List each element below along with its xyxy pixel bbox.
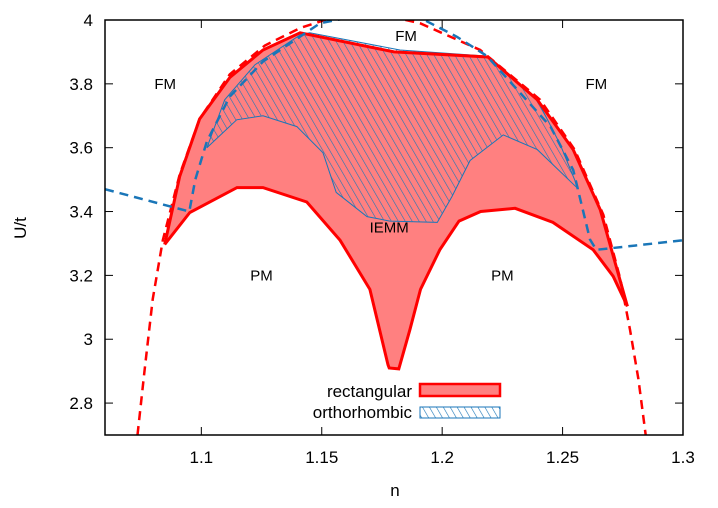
x-axis-label: n <box>390 481 399 500</box>
x-tick-label: 1.2 <box>430 448 454 467</box>
y-tick-label: 3.6 <box>69 139 93 158</box>
region-label-pm: PM <box>491 267 514 284</box>
region-label-fm: FM <box>395 28 417 45</box>
y-tick-label: 2.8 <box>69 394 93 413</box>
legend-label-orthorhombic: orthorhombic <box>313 403 413 422</box>
region-label-pm: PM <box>250 267 273 284</box>
legend: rectangular orthorhombic <box>313 382 502 422</box>
y-tick-label: 4 <box>84 11 93 30</box>
y-tick-label: 3.8 <box>69 75 93 94</box>
x-tick-label: 1.3 <box>671 448 695 467</box>
blue-dashed-line <box>105 20 683 252</box>
region-label-fm: FM <box>154 76 176 93</box>
annotations: FM FM FM PM PM IEMM <box>154 28 607 284</box>
y-tick-label: 3.4 <box>69 203 93 222</box>
x-tick-label: 1.1 <box>190 448 214 467</box>
axes: 1.1 1.15 1.2 1.25 1.3 2.8 3 3.2 3.4 3.6 3.8 4 <box>69 11 694 467</box>
y-tick-label: 3.2 <box>69 266 93 285</box>
region-label-fm: FM <box>585 76 607 93</box>
region-label-iemm: IEMM <box>370 220 409 237</box>
plot-frame <box>104 19 684 436</box>
y-tick-label: 3 <box>84 330 93 349</box>
legend-label-rectangular: rectangular <box>327 382 412 401</box>
legend-swatch-rectangular <box>418 382 502 398</box>
rectangular-lower-boundary <box>163 186 629 371</box>
x-tick-label: 1.15 <box>305 448 338 467</box>
y-axis-label: U/t <box>11 217 30 239</box>
legend-swatch-orthorhombic <box>419 406 501 419</box>
red-dashed-line <box>136 20 647 435</box>
plot-area <box>105 20 683 435</box>
x-tick-label: 1.25 <box>546 448 579 467</box>
